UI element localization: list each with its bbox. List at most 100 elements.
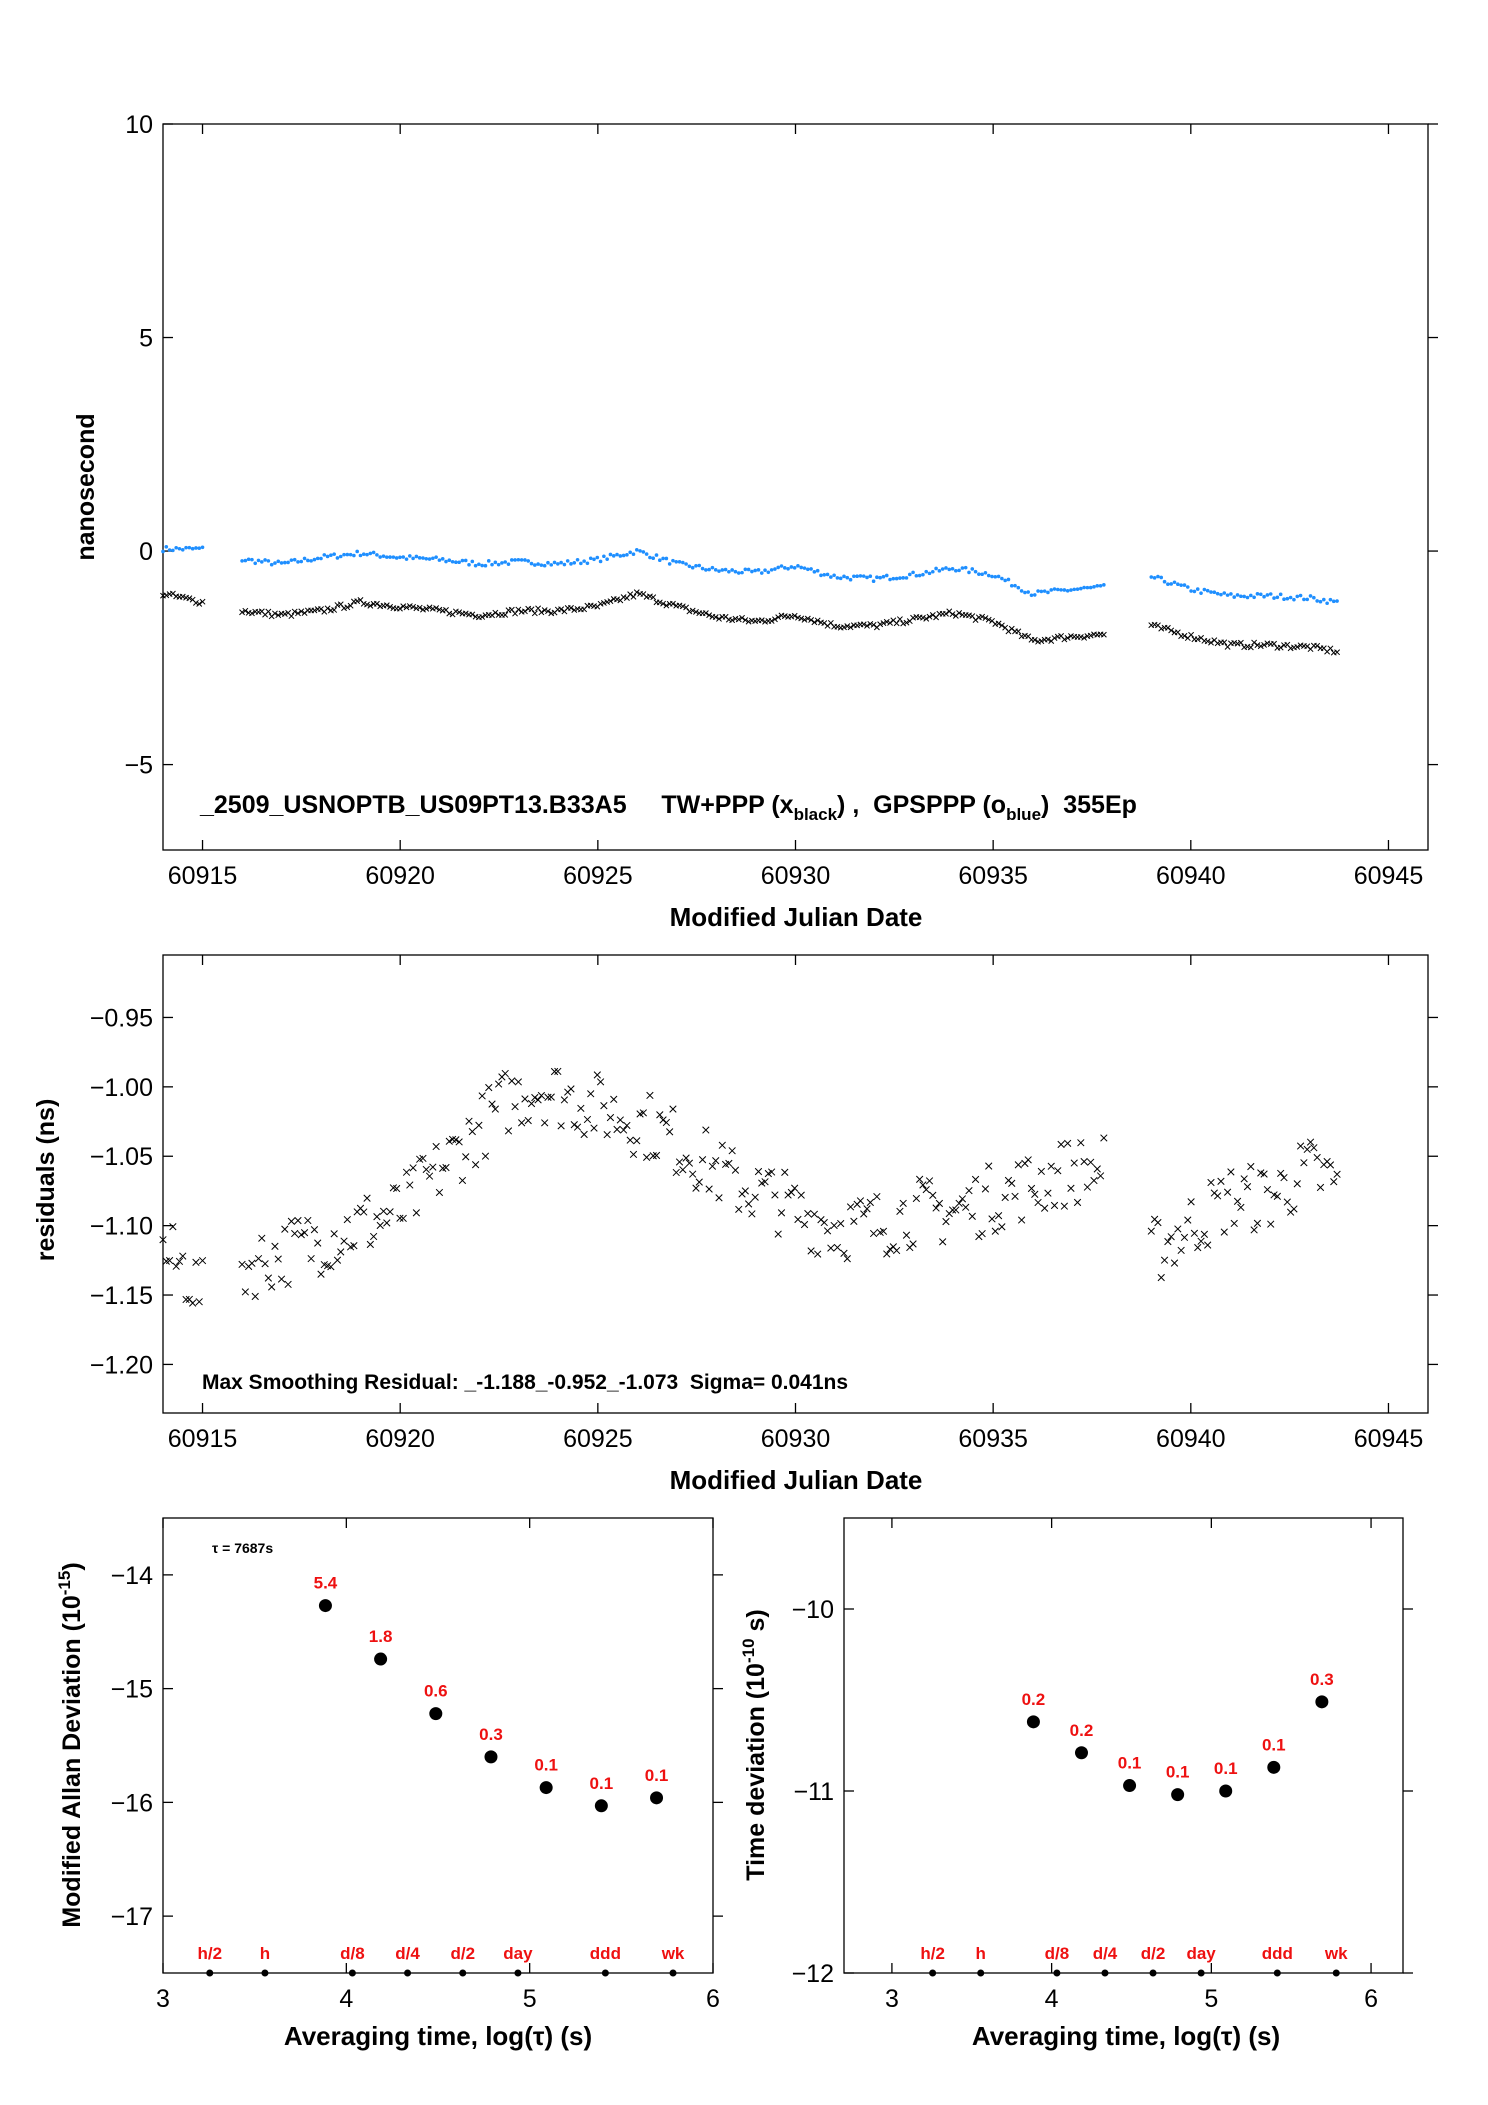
data-point: [616, 1116, 624, 1124]
data-point: [1212, 590, 1217, 595]
data-point: [521, 1095, 529, 1103]
data-point: [1200, 1230, 1209, 1238]
data-point: [708, 1162, 717, 1170]
data-point: [651, 556, 656, 560]
data-point: [1328, 597, 1333, 602]
y-tick-label: −14: [111, 1562, 154, 1590]
data-point: [1235, 593, 1240, 597]
panel-phase-annotation: _2509_USNOPTB_US09PT13.B33A5 TW+PPP (xbl…: [199, 791, 1137, 824]
data-point: [835, 576, 840, 580]
reference-mark: [977, 1969, 985, 1977]
data-point: [1062, 588, 1067, 592]
data-point: [281, 1225, 289, 1233]
data-point: [1169, 582, 1173, 586]
y-tick-label: −10: [792, 1596, 834, 1624]
data-point: [393, 1184, 401, 1193]
data-point: [619, 1126, 628, 1134]
data-point: [180, 547, 185, 552]
data-point: [1330, 1178, 1338, 1186]
data-point: [694, 563, 698, 568]
data-point: [469, 611, 476, 618]
data-point: [843, 1255, 851, 1263]
data-point: [1327, 645, 1334, 652]
annotation-sub-black: black: [794, 805, 838, 824]
reference-mark-label: ddd: [1262, 1944, 1293, 1963]
data-point: [1292, 597, 1296, 602]
data-point: [1061, 636, 1068, 643]
data-point: [852, 574, 856, 579]
data-point: [175, 1257, 184, 1266]
data-point: [575, 557, 580, 562]
data-point: [671, 558, 675, 563]
data-point: [300, 1229, 309, 1237]
data-point: [940, 567, 945, 571]
data-point: [479, 614, 486, 620]
panel-tdev-ticks: 3 4 5 6 −12 −11 −10: [792, 1518, 1413, 2013]
reference-mark-label: d/8: [340, 1944, 365, 1963]
data-point: [485, 1083, 493, 1092]
data-point: [1019, 589, 1024, 593]
data-point: [1250, 1226, 1258, 1234]
data-point: [1204, 638, 1211, 645]
data-point: [481, 1152, 490, 1160]
data-point: [926, 613, 933, 620]
data-point: [939, 1238, 947, 1246]
data-point: [179, 593, 186, 600]
data-point: [289, 558, 294, 562]
data-point: [508, 1077, 516, 1085]
data-point: [410, 603, 417, 610]
data-point: [511, 1102, 519, 1111]
deviation-point-label: 0.3: [479, 1725, 503, 1744]
data-point: [1316, 1183, 1325, 1192]
data-point: [1277, 1169, 1285, 1178]
data-point: [917, 573, 922, 578]
data-point: [911, 570, 915, 575]
data-point: [1290, 1205, 1298, 1213]
data-point: [1282, 597, 1286, 602]
deviation-point-label: 0.6: [424, 1682, 448, 1701]
data-point: [1263, 1185, 1272, 1194]
data-point: [606, 1113, 615, 1122]
data-point: [1060, 1202, 1069, 1210]
data-point: [740, 570, 744, 575]
data-point: [164, 544, 169, 549]
data-point: [369, 1232, 378, 1241]
data-point: [1098, 584, 1103, 588]
deviation-point-label: 0.2: [1070, 1721, 1094, 1740]
data-point: [296, 560, 300, 564]
deviation-point: [650, 1791, 664, 1805]
data-point: [904, 576, 909, 580]
data-point: [376, 1221, 384, 1230]
data-point: [239, 609, 246, 616]
data-point: [417, 556, 422, 560]
data-point: [934, 566, 938, 571]
x-tick-label: 60915: [168, 1425, 238, 1453]
data-point: [990, 574, 994, 579]
x-tick-label: 60930: [761, 1425, 831, 1453]
deviation-point: [539, 1781, 553, 1795]
data-point: [534, 1096, 542, 1104]
data-point: [1044, 636, 1051, 643]
data-point: [1313, 1153, 1321, 1162]
data-point: [1168, 627, 1175, 634]
data-point: [501, 1069, 509, 1078]
data-point: [242, 607, 249, 614]
reference-mark-label: wk: [1324, 1944, 1348, 1963]
data-point: [779, 564, 784, 568]
data-point: [427, 557, 432, 561]
data-point: [743, 567, 748, 572]
panel-mdev-tau-note: τ = 7687s: [212, 1540, 273, 1556]
data-point: [611, 554, 616, 558]
data-point: [1015, 628, 1022, 635]
data-point: [1013, 583, 1017, 588]
data-point: [537, 1091, 546, 1100]
data-point: [579, 561, 583, 566]
data-point: [952, 1206, 960, 1214]
reference-mark: [1332, 1969, 1340, 1977]
data-point: [754, 1167, 763, 1176]
data-point: [445, 1137, 453, 1145]
data-point: [384, 555, 389, 559]
data-point: [1172, 580, 1177, 585]
deviation-point: [594, 1799, 608, 1813]
data-point: [473, 563, 478, 568]
